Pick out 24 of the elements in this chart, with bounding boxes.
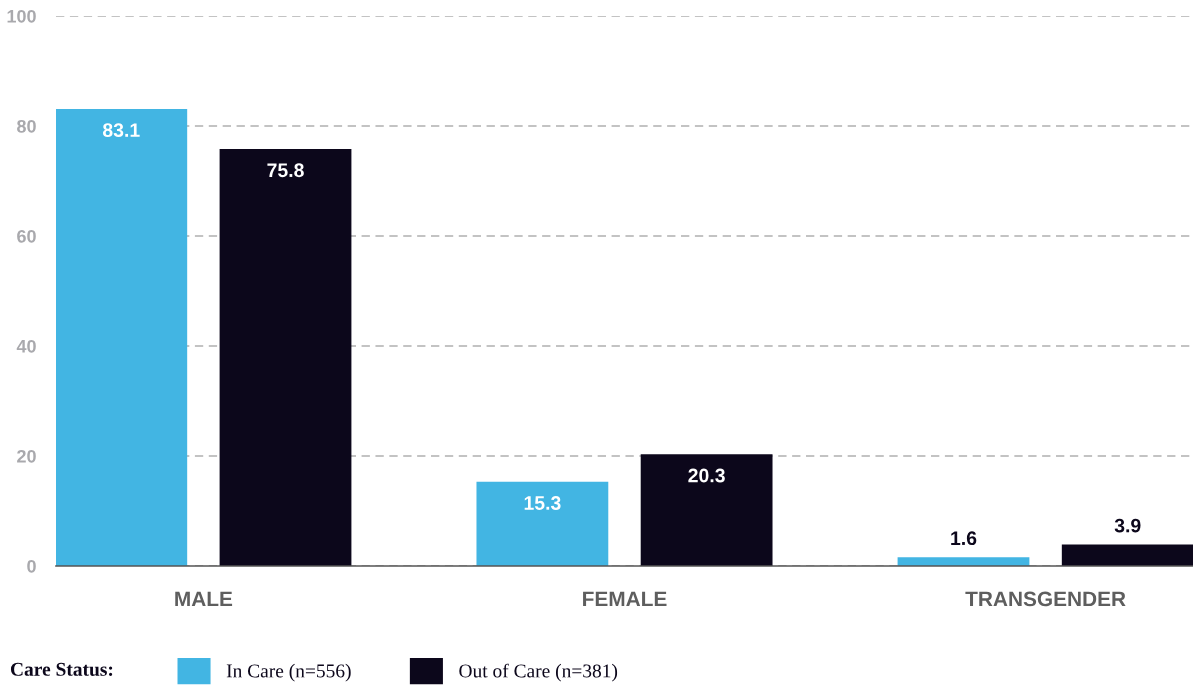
- data-label: 75.8: [267, 163, 304, 178]
- bar: [56, 108, 188, 566]
- legend-title: Care Status:: [10, 662, 113, 676]
- data-label: 3.9: [1114, 518, 1141, 533]
- x-tick-label: TRANSGENDER: [965, 591, 1126, 607]
- y-tick-label: 20: [17, 449, 36, 463]
- y-tick-label: 80: [17, 119, 36, 133]
- bar: [219, 149, 352, 566]
- bar: [897, 557, 1030, 566]
- legend-label: In Care (n=556): [226, 663, 351, 682]
- bar: [476, 481, 609, 566]
- y-tick-label: 40: [16, 339, 36, 353]
- x-tick-label: FEMALE: [583, 591, 667, 607]
- legend-label: Out of Care (n=381): [459, 663, 618, 682]
- y-tick-label: 60: [17, 229, 36, 243]
- y-tick-label: 0: [27, 559, 36, 573]
- bar: [1061, 544, 1193, 566]
- bar: [640, 454, 773, 566]
- y-tick-label: 100: [7, 9, 36, 23]
- x-tick-label: MALE: [175, 591, 233, 607]
- data-label: 1.6: [951, 531, 977, 546]
- data-label: 20.3: [688, 468, 725, 483]
- data-label: 83.1: [102, 123, 140, 138]
- data-label: 15.3: [524, 496, 561, 510]
